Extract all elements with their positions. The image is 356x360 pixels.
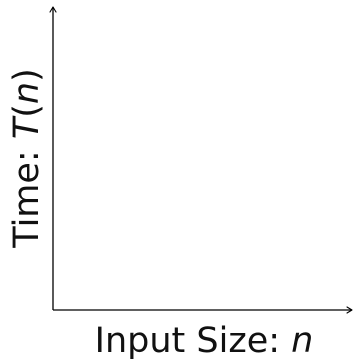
y-axis-title-open-paren: ( [7,104,47,118]
x-axis-title-prefix: Input Size: [95,321,292,360]
y-axis-title-variable: n [7,82,47,104]
x-axis-title: Input Size: n [95,321,314,360]
x-axis-arrowhead [346,306,353,314]
y-axis-title-function: T [7,115,47,139]
plot-area [49,6,353,314]
y-axis-title-close-paren: ) [7,68,47,82]
y-axis-arrowhead [49,6,57,13]
y-axis-title-prefix: Time: [7,139,47,249]
y-axis-title: Time: T(n) [7,68,47,248]
x-axis-title-variable: n [291,321,313,360]
